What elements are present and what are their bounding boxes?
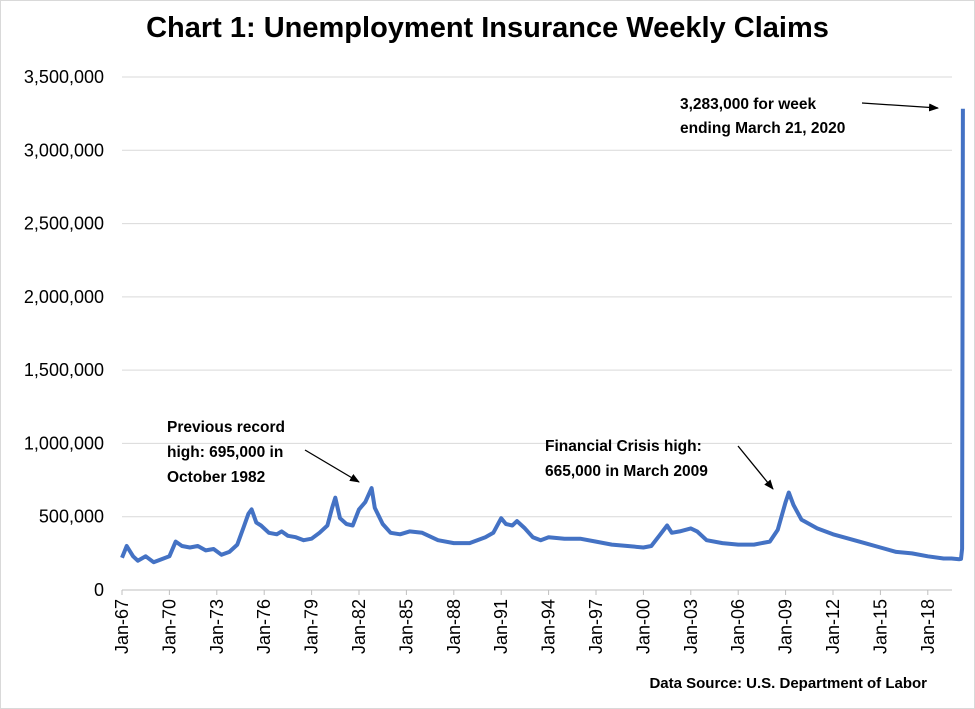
x-tick-label: Jan-88 [444,599,464,654]
x-tick-label: Jan-85 [396,599,416,654]
annotation-1982-arrow [304,449,360,483]
annotation-march-2020: 3,283,000 for week ending March 21, 2020 [680,96,939,137]
gridlines [122,76,952,518]
x-tick-label: Jan-06 [728,599,748,654]
x-tick-label: Jan-94 [539,599,559,654]
y-axis-ticks: 0 500,000 1,000,000 1,500,000 2,000,000 2,500… [24,67,104,600]
x-tick-label: Jan-70 [159,599,179,654]
series-line-weekly-claims [120,108,965,565]
x-tick-label: Jan-03 [681,599,701,654]
x-tick-label: Jan-82 [349,599,369,654]
y-tick-label: 1,500,000 [24,360,104,380]
annotation-1982-line1: Previous record [167,419,285,436]
annotation-march-2020-line2: ending March 21, 2020 [680,120,845,137]
y-tick-label: 3,000,000 [24,140,104,160]
annotation-march-2020-line1: 3,283,000 for week [680,96,817,113]
x-tick-label: Jan-15 [870,599,890,654]
x-tick-label: Jan-12 [823,599,843,654]
annotation-2009: Financial Crisis high: 665,000 in March … [545,438,774,490]
chart-title: Chart 1: Unemployment Insurance Weekly C… [146,12,829,44]
y-tick-label: 2,500,000 [24,214,104,234]
annotation-2009-line1: Financial Crisis high: [545,438,702,455]
x-axis-ticks: Jan-67 Jan-70 Jan-73 Jan-76 Jan-79 Jan-82 Jan-… [112,590,938,654]
data-source-note: Data Source: U.S. Department of Labor [649,675,927,692]
x-tick-label: Jan-91 [491,599,511,654]
y-tick-label: 3,500,000 [24,67,104,87]
annotation-2009-line2: 665,000 in March 2009 [545,463,708,480]
x-tick-label: Jan-09 [776,599,796,654]
y-tick-label: 2,000,000 [24,287,104,307]
x-tick-label: Jan-00 [633,599,653,654]
annotation-march-2020-arrow [861,102,939,112]
annotation-1982-line2: high: 695,000 in [167,444,283,461]
annotation-2009-arrow [737,445,774,490]
y-tick-label: 0 [94,580,104,600]
x-tick-label: Jan-73 [207,599,227,654]
y-tick-label: 500,000 [39,507,104,527]
x-tick-label: Jan-67 [112,599,132,654]
x-tick-label: Jan-79 [302,599,322,654]
annotation-1982: Previous record high: 695,000 in October… [167,419,360,486]
y-tick-label: 1,000,000 [24,433,104,453]
x-tick-label: Jan-18 [918,599,938,654]
x-tick-label: Jan-76 [254,599,274,654]
annotation-1982-line3: October 1982 [167,469,265,486]
x-tick-label: Jan-97 [586,599,606,654]
